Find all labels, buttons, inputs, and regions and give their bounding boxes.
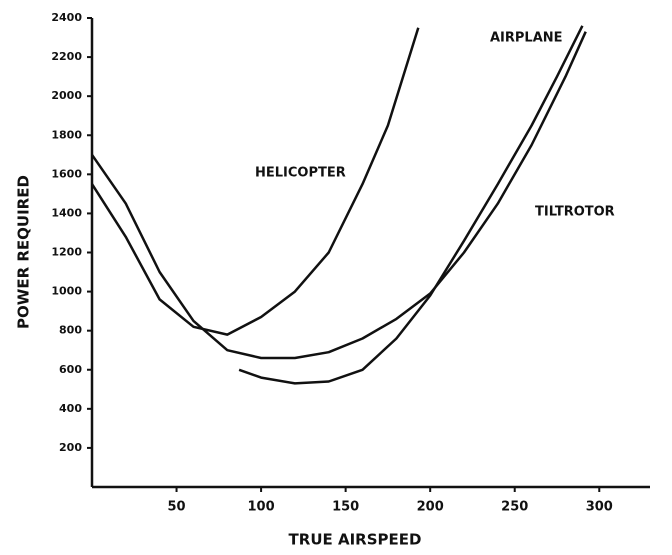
y-tick-label: 800 — [59, 324, 82, 337]
series-line — [238, 25, 584, 385]
y-tick-label: 1800 — [51, 128, 82, 141]
x-axis-label: TRUE AIRSPEED — [289, 531, 422, 549]
x-tick-label: 50 — [167, 500, 185, 515]
series-line — [90, 27, 420, 336]
series-label: TILTROTOR — [535, 205, 615, 220]
y-axis-label: POWER REQUIRED — [15, 175, 33, 329]
x-tick-label: 300 — [586, 500, 613, 515]
series-line — [90, 31, 587, 360]
y-tick-label: 2400 — [51, 11, 82, 24]
y-tick-label: 1400 — [51, 206, 82, 219]
y-tick-label: 2000 — [51, 89, 82, 102]
series-label: HELICOPTER — [255, 166, 346, 181]
series-label: AIRPLANE — [490, 31, 563, 46]
y-tick-label: 1200 — [51, 246, 82, 259]
y-tick-label: 2200 — [51, 50, 82, 63]
y-tick-label: 600 — [59, 363, 82, 376]
y-tick-label: 1000 — [51, 285, 82, 298]
y-tick-label: 400 — [59, 402, 82, 415]
x-tick-label: 100 — [248, 500, 275, 515]
x-tick-label: 200 — [417, 500, 444, 515]
y-tick-label: 1600 — [51, 167, 82, 180]
y-tick-label: 200 — [59, 441, 82, 454]
x-tick-label: 250 — [501, 500, 528, 515]
x-tick-label: 150 — [332, 500, 359, 515]
